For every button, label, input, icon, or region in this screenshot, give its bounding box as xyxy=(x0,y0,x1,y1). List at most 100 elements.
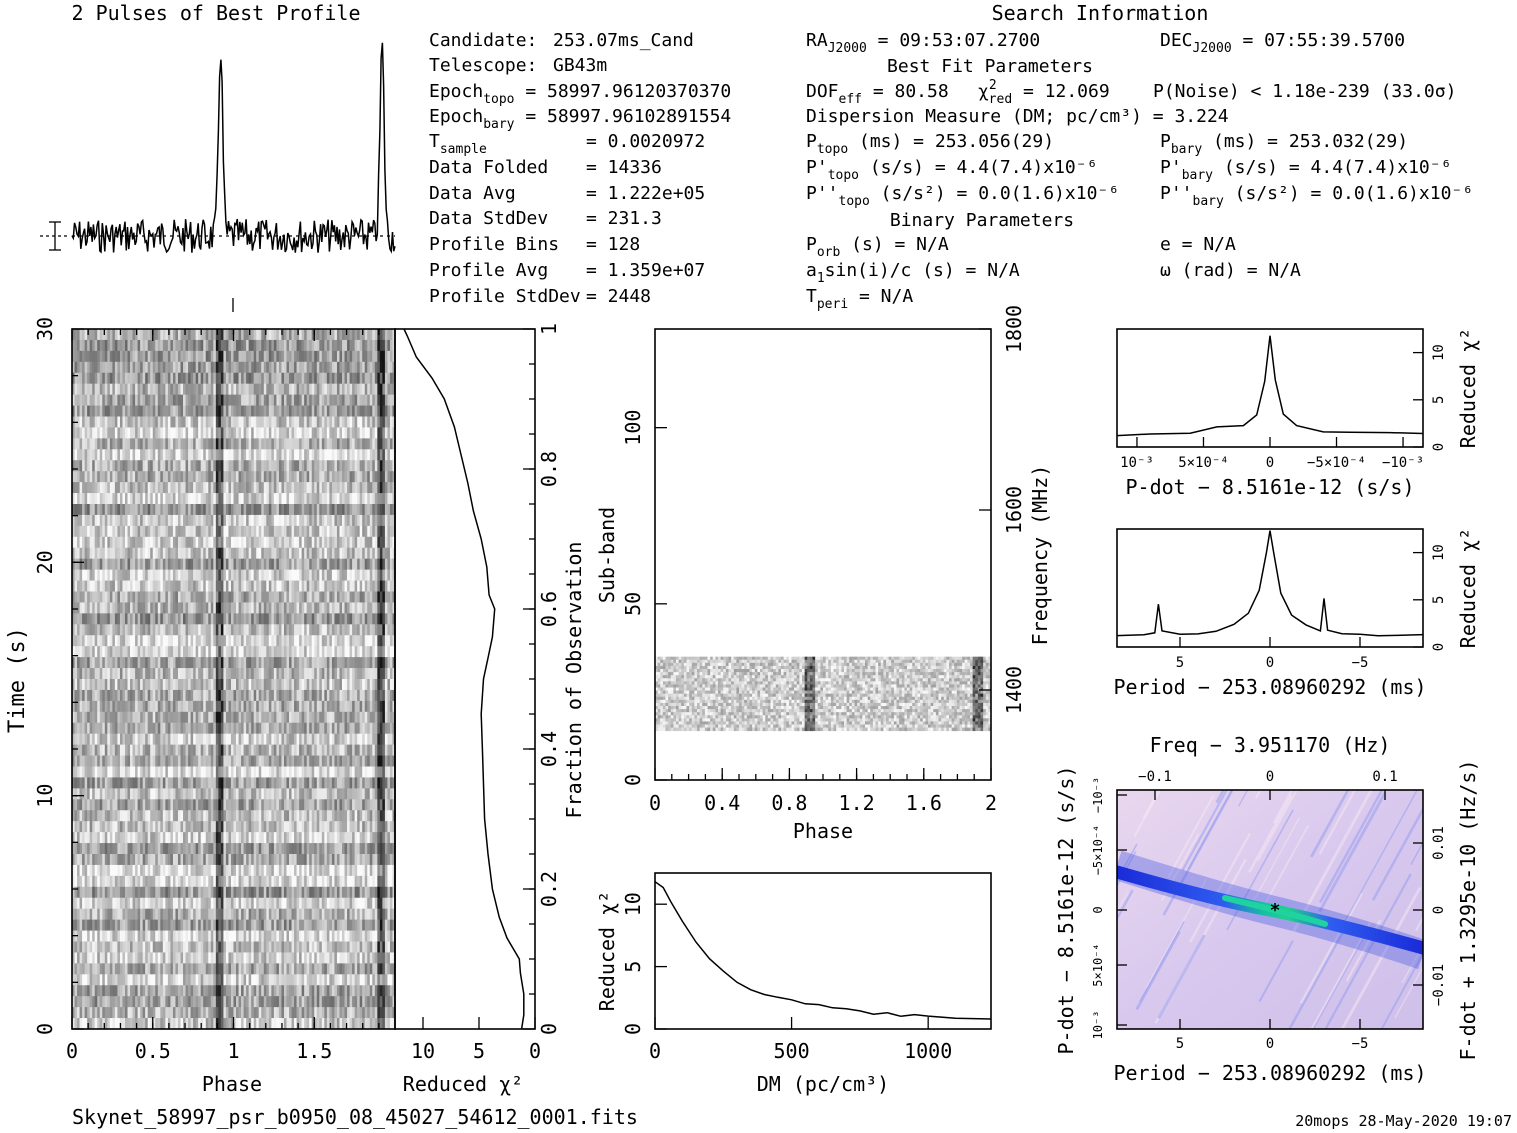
plane-streak xyxy=(1371,806,1423,901)
candidate-info: Candidate: 253.07ms_Cand Telescope: GB43… xyxy=(429,30,731,307)
pdot-chi2-line xyxy=(1116,335,1424,437)
dec: DECJ2000 = 07:55:39.5700 xyxy=(1160,30,1405,56)
plane-streak xyxy=(1272,790,1294,824)
tick-label: 0 xyxy=(1266,1036,1274,1052)
tick-label: 1800 xyxy=(1002,305,1026,353)
plane-streak xyxy=(1401,943,1423,984)
period-xlabel: Period − 253.08960292 (ms) xyxy=(1113,675,1426,699)
pdot-ylabel: Reduced χ² xyxy=(1456,328,1480,448)
tick-label: 5 xyxy=(1431,596,1447,604)
tick-label: 30 xyxy=(33,317,57,341)
tick-label: −0.01 xyxy=(1431,964,1447,1006)
tick-label: 0 xyxy=(66,1039,78,1063)
plane-streak xyxy=(1312,930,1368,1029)
tick-label: 10 xyxy=(621,892,645,916)
time-chi2-plot: 10 5 0 0 0.2 0.4 0.6 0.8 1 Reduced χ² Fraction o… xyxy=(394,323,586,1096)
search-info-title: Search Information xyxy=(992,1,1209,25)
tick-label: 5 xyxy=(1431,396,1447,404)
plane-streak xyxy=(1324,873,1412,1029)
tick-label: 0 xyxy=(537,1023,561,1035)
tick-label: −5×10⁻⁴ xyxy=(1091,825,1105,876)
tick-label: 0 xyxy=(33,1023,57,1035)
time-phase-heatmap xyxy=(72,329,395,1029)
subband-heatmap xyxy=(655,656,991,732)
pulse-profile-line xyxy=(71,42,396,254)
tick-label: 0.4 xyxy=(537,731,561,767)
tick-label: 0 xyxy=(1091,906,1105,913)
plane-streak xyxy=(1215,790,1226,804)
a1sini: a1sin(i)/c (s) = N/A xyxy=(806,260,1020,286)
freq-x2label: Freq − 3.951170 (Hz) xyxy=(1150,733,1391,757)
profile-errorbar xyxy=(40,221,70,251)
tick-label: 0.1 xyxy=(1372,769,1397,785)
tick-label: 10⁻³ xyxy=(1120,455,1154,471)
plane-streak xyxy=(1189,832,1252,943)
profile-title: 2 Pulses of Best Profile xyxy=(72,1,361,25)
tick-label: 0.5 xyxy=(135,1039,171,1063)
data-avg-value: = 1.222e+05 xyxy=(586,183,705,204)
pdot-chi2-frame xyxy=(1116,328,1424,448)
profile-avg-value: = 1.359e+07 xyxy=(586,260,705,281)
tick-label: 5 xyxy=(621,961,645,973)
tick-label: 5×10⁻⁴ xyxy=(1178,455,1229,471)
tick-label: 10 xyxy=(1431,544,1447,561)
pdot-topo: P'topo (s/s) = 4.4(7.4)x10⁻⁶ xyxy=(806,157,1097,183)
dof: DOFeff = 80.58 xyxy=(806,81,949,107)
binary-title: Binary Parameters xyxy=(890,210,1074,231)
period-chi2-plot: 5 0 −5 0 5 10 Period − 253.08960292 (ms) Redu… xyxy=(1113,528,1480,699)
tick-label: 0.8 xyxy=(537,451,561,487)
data-stddev-label: Data StdDev xyxy=(429,208,548,229)
epoch-topo: Epochtopo = 58997.96120370370 xyxy=(429,81,731,107)
dm-ylabel: Reduced χ² xyxy=(595,891,619,1011)
tick-label: −0.1 xyxy=(1138,769,1172,785)
p-topo: Ptopo (ms) = 253.056(29) xyxy=(806,131,1054,157)
fdot-y2label: F-dot + 1.3295e-10 (Hz/s) xyxy=(1456,759,1480,1060)
period-pdot-plane: * 5 0 −5 −0.1 0 0.1 10⁻³ 5×10⁻⁴ 0 −5×10⁻⁴ −10⁻³ −0.… xyxy=(1054,733,1480,1085)
tick-label: 0 xyxy=(1266,655,1274,671)
tick-label: 50 xyxy=(621,592,645,616)
tick-label: 0 xyxy=(621,1023,645,1035)
tick-label: −5 xyxy=(1352,1036,1369,1052)
tick-label: 2 xyxy=(985,791,997,815)
tick-label: 1000 xyxy=(904,1039,952,1063)
plane-streak xyxy=(1117,851,1137,888)
time-chi2-frame xyxy=(394,328,536,1030)
plane-streak xyxy=(1343,790,1419,924)
plane-streak xyxy=(1310,790,1350,858)
tick-label: 10 xyxy=(411,1039,435,1063)
t-sample-value: = 0.0020972 xyxy=(586,131,705,152)
tick-label: 0 xyxy=(1431,906,1447,914)
tick-label: 20 xyxy=(33,550,57,574)
omega: ω (rad) = N/A xyxy=(1160,260,1301,281)
time-chi2-line xyxy=(403,328,525,1030)
time-phase-plot: 0 0.5 1 1.5 0 10 20 30 Phase Time (s) xyxy=(5,317,396,1096)
plane-streak xyxy=(1299,892,1363,1004)
tick-label: 5 xyxy=(1176,655,1184,671)
tick-label: 0 xyxy=(649,791,661,815)
plane-ylabel: P-dot − 8.5161e-12 (s/s) xyxy=(1054,766,1078,1055)
frequency-ylabel: Frequency (MHz) xyxy=(1028,465,1052,646)
search-info: RAJ2000 = 09:53:07.2700 DECJ2000 = 07:55… xyxy=(806,30,1473,312)
data-folded-label: Data Folded xyxy=(429,157,548,178)
chi2-red: χ2 red = 12.069 xyxy=(978,78,1110,107)
p-bary: Pbary (ms) = 253.032(29) xyxy=(1160,131,1408,157)
plane-streak xyxy=(1117,889,1134,922)
plane-streak xyxy=(1167,794,1215,878)
tick-label: 500 xyxy=(774,1039,810,1063)
plane-streak xyxy=(1394,965,1423,1019)
tick-label: 0 xyxy=(1431,443,1447,451)
tick-label: −10⁻³ xyxy=(1382,455,1424,471)
tick-label: −5 xyxy=(1352,655,1369,671)
plane-streak xyxy=(1181,790,1228,871)
period-chi2-line xyxy=(1116,530,1424,637)
plane-streak xyxy=(1410,841,1423,866)
tick-label: −10⁻³ xyxy=(1091,777,1105,813)
pulse-profile-plot xyxy=(40,42,396,312)
tick-label: 10 xyxy=(33,784,57,808)
profile-stddev-label: Profile StdDev xyxy=(429,286,581,307)
plane-streak xyxy=(1117,891,1129,913)
plane-streak xyxy=(1310,921,1372,1029)
filename: Skynet_58997_psr_b0950_08_45027_54612_00… xyxy=(72,1105,638,1129)
plane-streak xyxy=(1263,825,1310,906)
